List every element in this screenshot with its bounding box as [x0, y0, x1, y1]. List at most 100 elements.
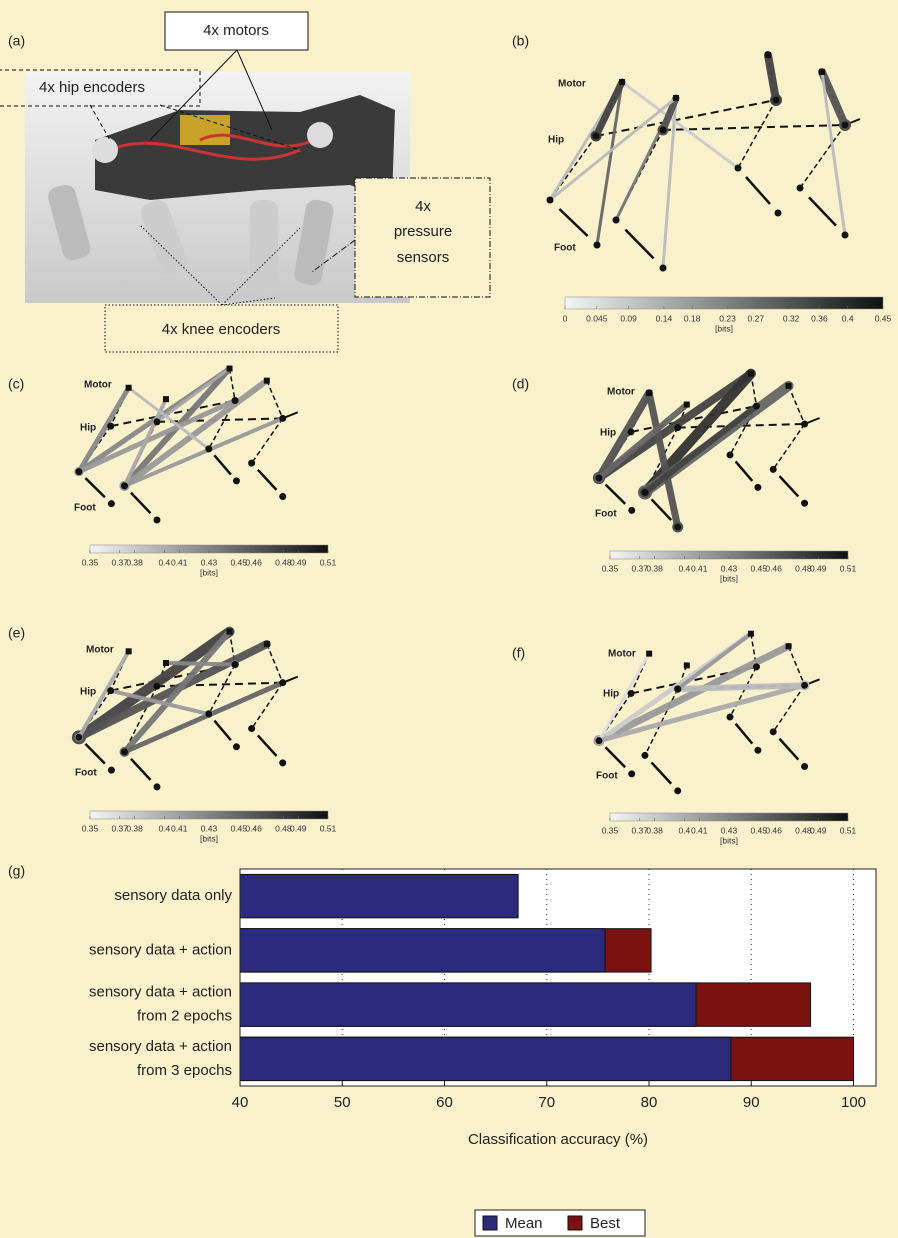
callout-box [0, 69, 201, 107]
edge [630, 653, 650, 694]
edge [630, 405, 757, 433]
colorbar-tick-label: 0.43 [201, 557, 218, 567]
colorbar-tick-label: 0.4 [842, 313, 854, 323]
edge [734, 722, 754, 745]
motor-node [619, 79, 625, 85]
colorbar-tick-label: 0.23 [719, 313, 736, 323]
x-tick-label: 70 [538, 1094, 555, 1111]
joint-node [153, 418, 161, 426]
callout-box [164, 11, 309, 51]
joint-node [772, 96, 780, 104]
network-diagram [71, 626, 299, 791]
motor-node [646, 390, 653, 397]
edge [729, 666, 758, 718]
motor-node [683, 662, 690, 669]
joint-node [75, 733, 83, 741]
edge [778, 737, 800, 761]
joint-node [205, 445, 213, 453]
colorbar-tick-label: 0.43 [721, 825, 738, 835]
edge [84, 477, 106, 499]
node-label: Motor [84, 380, 112, 391]
panel-label: (c) [8, 376, 24, 392]
edge [650, 761, 673, 785]
joint-node [659, 264, 667, 272]
joint-node [734, 164, 742, 172]
edge [650, 498, 673, 521]
joint-node [279, 759, 287, 767]
x-tick-label: 40 [232, 1094, 249, 1111]
edge [737, 99, 777, 169]
motor-node [683, 401, 690, 408]
edge [745, 176, 771, 205]
edge [213, 454, 232, 476]
joint-node [801, 681, 809, 689]
callout: sensors [397, 249, 450, 266]
edge [674, 682, 808, 693]
edge [251, 682, 284, 730]
motor-node [162, 396, 169, 403]
edge [818, 68, 849, 129]
edge [256, 468, 278, 491]
legend-label: Mean [505, 1215, 543, 1232]
colorbar-unit: [bits] [720, 835, 738, 845]
edge [596, 682, 808, 744]
joint-node [627, 428, 635, 436]
callout: 4x hip encoders [39, 79, 145, 96]
joint-node [546, 196, 554, 204]
edge [163, 660, 238, 667]
colorbar-tick-label: 0.4 [678, 563, 690, 573]
edge [122, 397, 168, 488]
colorbar-tick-label: 0.48 [275, 823, 292, 833]
edge [662, 124, 846, 131]
edge [78, 690, 112, 738]
node-label: Hip [80, 687, 96, 698]
joint-node [801, 499, 809, 507]
joint-node [752, 663, 760, 671]
joint-node [107, 422, 115, 430]
edge [594, 389, 654, 482]
y-tick-label: from 2 epochs [137, 1008, 232, 1025]
joint-node [628, 506, 636, 514]
edge [121, 628, 233, 755]
colorbar-unit: [bits] [715, 323, 733, 333]
joint-node [726, 451, 734, 459]
colorbar-tick-label: 0.46 [245, 823, 262, 833]
edge [677, 423, 805, 429]
joint-node [232, 743, 240, 751]
colorbar-tick-label: 0.36 [811, 313, 828, 323]
edge [558, 208, 589, 237]
colorbar-tick-label: 0.41 [691, 825, 708, 835]
joint-node [231, 660, 239, 668]
edge [604, 483, 627, 505]
network-diagram [593, 630, 820, 795]
bar [239, 873, 519, 919]
motor-node [819, 69, 825, 75]
edge [604, 746, 627, 769]
colorbar-tick-label: 0.49 [290, 557, 307, 567]
edge [266, 643, 284, 683]
motor-node [646, 650, 653, 657]
joint-node [595, 474, 603, 482]
colorbar-tick-label: 0.4 [158, 557, 170, 567]
edge [820, 70, 847, 237]
colorbar-tick-label: 0.18 [684, 313, 701, 323]
joint-node [612, 216, 620, 224]
legend-label: Best [590, 1215, 621, 1232]
edge [76, 385, 132, 475]
joint-node [801, 420, 809, 428]
joint-node [659, 126, 667, 134]
edge [598, 693, 632, 742]
joint-node [107, 766, 115, 774]
edge [659, 94, 680, 134]
node-label: Motor [86, 645, 114, 656]
edge [76, 649, 131, 740]
motor-node [747, 630, 754, 637]
joint-node [726, 713, 734, 721]
colorbar-tick-label: 0.38 [646, 563, 663, 573]
edge [121, 377, 270, 489]
edge [677, 665, 688, 690]
node-label: Foot [595, 509, 617, 520]
legend-swatch [567, 1215, 583, 1231]
edge [764, 51, 780, 104]
